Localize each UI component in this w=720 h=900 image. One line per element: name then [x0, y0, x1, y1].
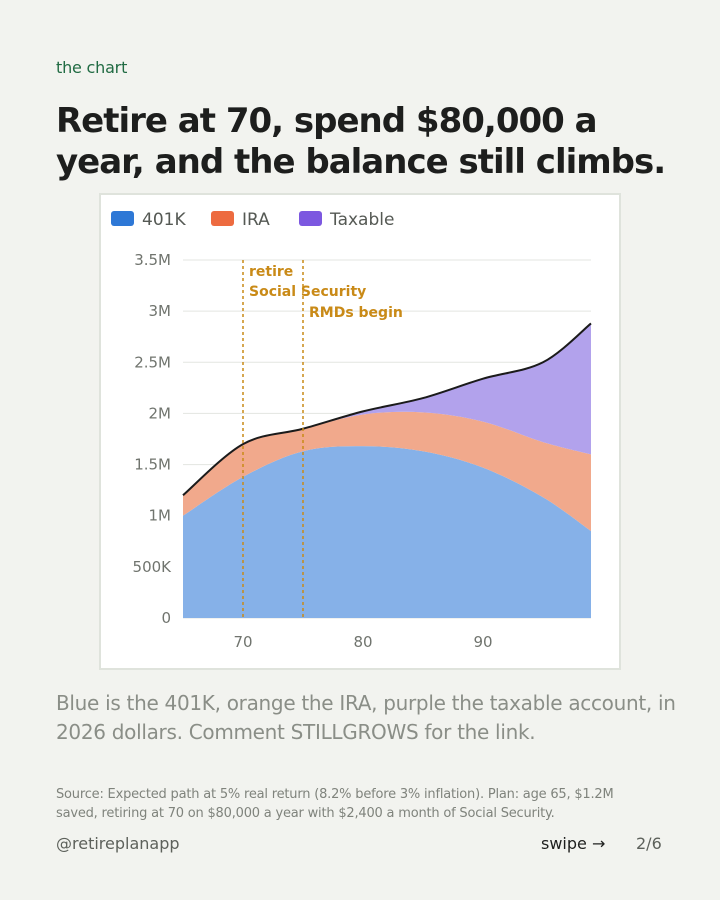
area-taxable	[183, 323, 591, 496]
total-line	[182, 322, 592, 497]
area-401k	[183, 446, 591, 618]
headline: Retire at 70, spend $80,000 a year, and …	[56, 101, 666, 182]
annotation-label: RMDs begin	[309, 305, 403, 321]
x-tick-label: 90	[473, 633, 492, 651]
legend-swatch-ira	[211, 211, 234, 226]
x-tick-label: 70	[233, 633, 252, 651]
account-handle[interactable]: @retireplanapp	[56, 834, 180, 853]
y-tick-label: 3M	[149, 302, 172, 320]
y-tick-label: 1.5M	[134, 456, 171, 474]
caption: Blue is the 401K, orange the IRA, purple…	[56, 691, 676, 744]
legend-swatch-taxable	[299, 211, 322, 226]
y-tick-label: 3.5M	[134, 251, 171, 269]
page-indicator: 2/6	[636, 834, 662, 853]
y-tick-label: 0	[161, 609, 171, 627]
y-tick-label: 1M	[149, 507, 172, 525]
swipe-hint[interactable]: swipe →	[541, 834, 606, 853]
stacked-area-chart: 0 500K 1M 1.5M 2M 2.5M 3M 3.5M retire Social Secu…	[111, 210, 592, 651]
annotation-label: Social Security	[249, 284, 366, 300]
legend-swatch-401k	[111, 211, 134, 226]
eyebrow: the chart	[56, 58, 128, 77]
annotation-label: retire	[249, 264, 293, 280]
chart-card: 0 500K 1M 1.5M 2M 2.5M 3M 3.5M retire Social Secu…	[99, 193, 621, 670]
source-note: Source: Expected path at 5% real return …	[56, 787, 614, 821]
y-tick-label: 500K	[133, 558, 173, 576]
legend-label: 401K	[142, 210, 186, 230]
y-tick-label: 2M	[149, 404, 172, 422]
area-ira	[183, 411, 591, 532]
legend-label: Taxable	[329, 210, 394, 230]
legend-label: IRA	[242, 210, 270, 230]
x-tick-label: 80	[353, 633, 372, 651]
y-tick-label: 2.5M	[134, 353, 171, 371]
